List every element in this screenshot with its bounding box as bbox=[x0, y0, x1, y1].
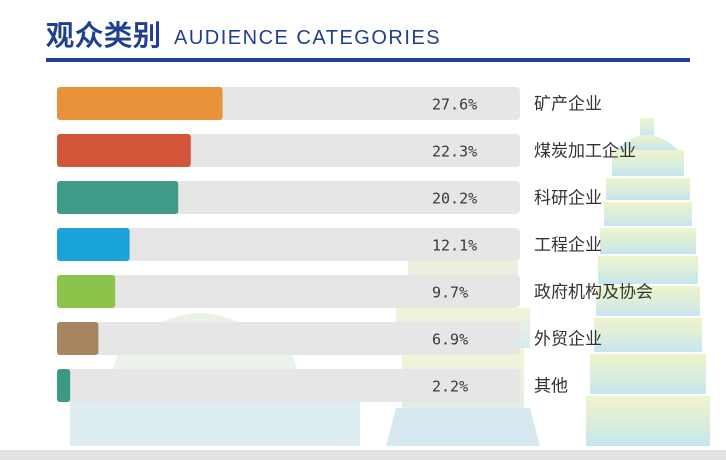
bar-1 bbox=[57, 87, 223, 120]
bar-value-label: 12.1% bbox=[432, 237, 477, 255]
category-label: 工程企业 bbox=[534, 236, 602, 256]
title-underline bbox=[46, 58, 690, 62]
page-title-en: AUDIENCE CATEGORIES bbox=[174, 27, 442, 49]
bar-2 bbox=[57, 134, 191, 167]
bar-track bbox=[57, 275, 520, 308]
bar-3 bbox=[57, 181, 179, 214]
bar-track bbox=[57, 322, 520, 355]
bar-7 bbox=[57, 369, 71, 402]
category-label: 其他 bbox=[534, 377, 568, 397]
bar-value-label: 9.7% bbox=[432, 284, 468, 302]
category-label: 外贸企业 bbox=[534, 330, 602, 350]
header: 观众类别 AUDIENCE CATEGORIES bbox=[46, 14, 441, 54]
bar-value-label: 6.9% bbox=[432, 331, 468, 349]
pagoda-illustration bbox=[586, 118, 710, 446]
page-title-cn: 观众类别 bbox=[46, 19, 163, 52]
bar-6 bbox=[57, 322, 99, 355]
bar-value-label: 20.2% bbox=[432, 190, 477, 208]
bar-value-label: 2.2% bbox=[432, 378, 468, 396]
bottom-strip bbox=[0, 450, 726, 460]
category-label: 煤炭加工企业 bbox=[534, 142, 636, 162]
bar-track bbox=[57, 228, 520, 261]
bar-value-label: 22.3% bbox=[432, 143, 477, 161]
bar-4 bbox=[57, 228, 130, 261]
bar-value-label: 27.6% bbox=[432, 96, 477, 114]
category-label: 科研企业 bbox=[534, 189, 602, 209]
bar-track bbox=[57, 369, 520, 402]
category-label: 政府机构及协会 bbox=[534, 283, 653, 303]
category-label: 矿产企业 bbox=[534, 95, 602, 115]
bar-5 bbox=[57, 275, 116, 308]
